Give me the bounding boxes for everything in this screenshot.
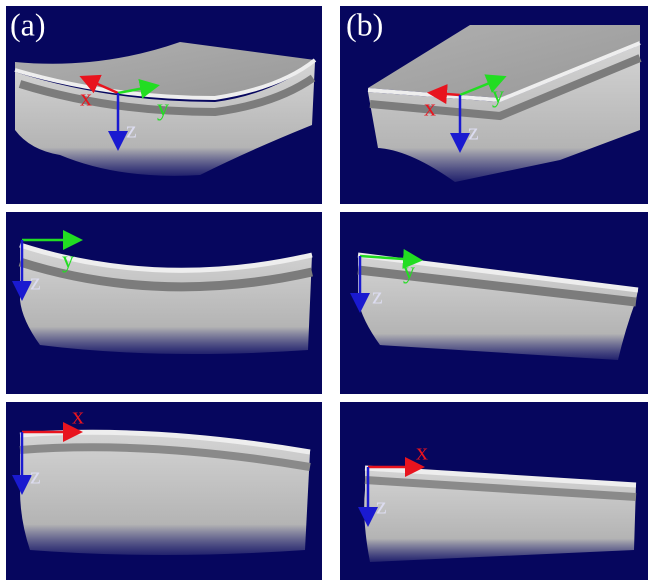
figure: (a) (b) x y z x y z y z y z x z x z (0, 0, 652, 582)
axis-label: z (126, 118, 137, 144)
axis-label: x (72, 404, 84, 430)
axis-label: y (157, 96, 169, 122)
axis-label: x (80, 86, 92, 112)
axis-label: z (376, 494, 387, 520)
axis-label: x (416, 440, 428, 466)
axis-label: z (372, 284, 383, 310)
axis-label: y (403, 259, 415, 285)
volume (20, 432, 310, 555)
axis-label: y (492, 83, 504, 109)
axis-label: z (468, 120, 479, 146)
panel-label: (a) (10, 6, 46, 42)
axis-label: y (62, 248, 74, 274)
axis-label: z (30, 270, 41, 296)
panel-label: (b) (346, 6, 383, 42)
axis-label: z (30, 464, 41, 490)
volume (364, 468, 636, 562)
axis-label: x (424, 96, 436, 122)
